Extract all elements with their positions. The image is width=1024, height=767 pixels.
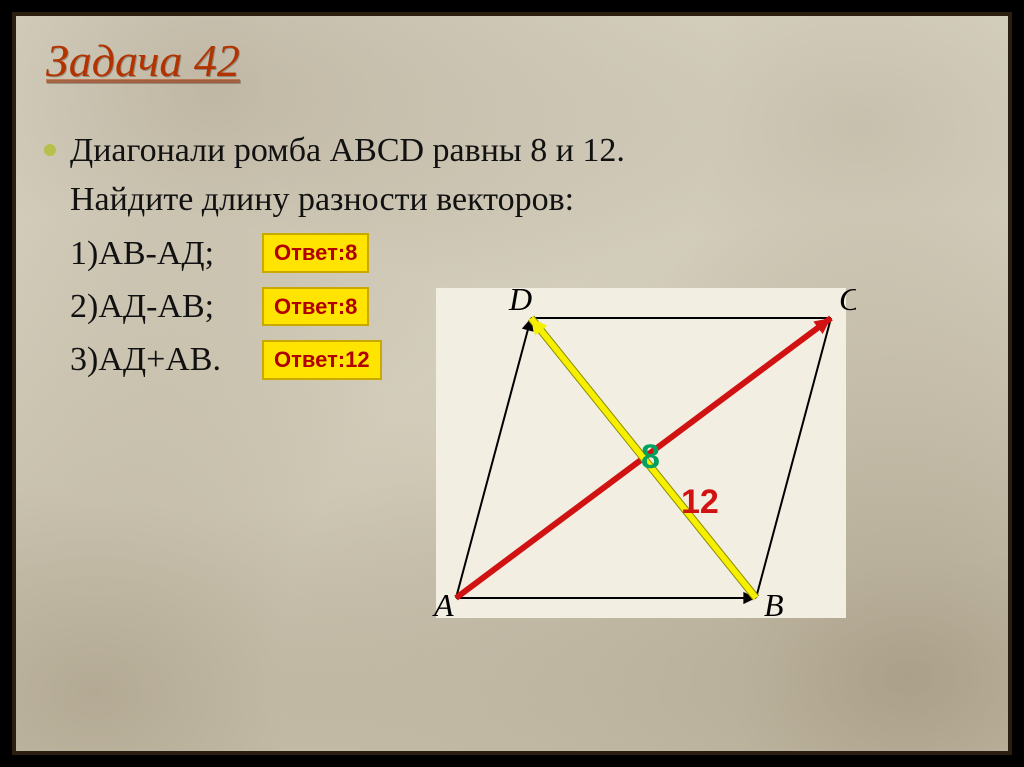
item-1: 1)АВ-АД; Ответ:8	[70, 229, 988, 278]
diagonal-label-8: 8	[641, 438, 660, 477]
diagonal-label-12: 12	[681, 483, 719, 522]
slide-title: Задача 42	[46, 34, 240, 87]
rhombus-figure: A B C D 8 12	[426, 278, 856, 628]
slide-frame: Задача 42 Диагонали ромба АВСD равны 8 и…	[12, 12, 1012, 755]
item-1-text: 1)АВ-АД;	[70, 229, 258, 278]
svg-text:A: A	[432, 587, 454, 623]
statement-line-2: Найдите длину разности векторов:	[70, 181, 574, 218]
item-1-answer: Ответ:8	[262, 233, 369, 273]
item-3-answer: Ответ:12	[262, 340, 382, 380]
item-2-answer: Ответ:8	[262, 287, 369, 327]
statement-bullet: Диагонали ромба АВСD равны 8 и 12. Найди…	[44, 126, 988, 225]
problem-statement: Диагонали ромба АВСD равны 8 и 12. Найди…	[70, 126, 950, 225]
svg-text:B: B	[764, 587, 784, 623]
item-2-text: 2)АД-АВ;	[70, 282, 258, 331]
bullet-icon	[44, 144, 56, 156]
svg-text:C: C	[839, 281, 856, 317]
item-3-text: 3)АД+АВ.	[70, 335, 258, 384]
statement-line-1: Диагонали ромба АВСD равны 8 и 12.	[70, 132, 625, 169]
svg-text:D: D	[508, 281, 532, 317]
